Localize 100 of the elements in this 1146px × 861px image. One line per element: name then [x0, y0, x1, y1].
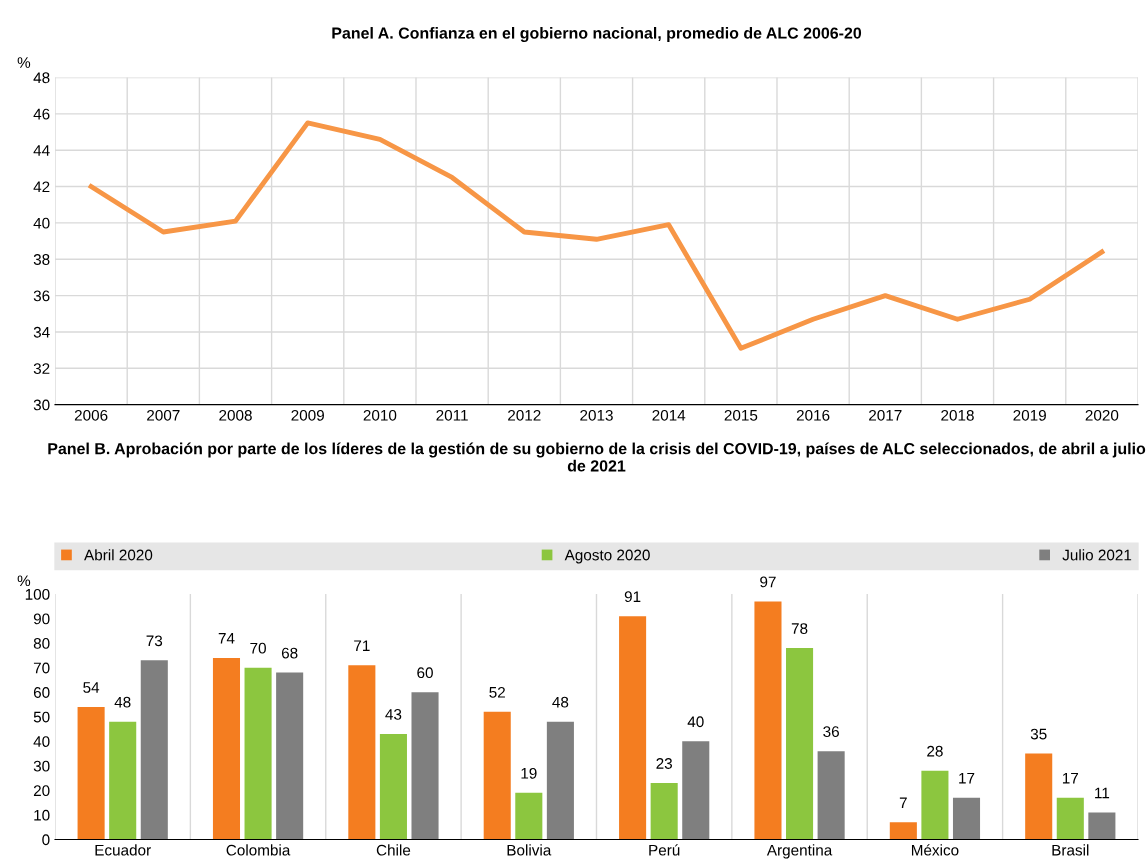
- bar: [889, 822, 917, 840]
- y-tick-label: 30: [33, 760, 50, 772]
- bar: [411, 692, 439, 840]
- line-series: [88, 120, 1105, 351]
- x-tick-label: 2015: [724, 409, 758, 421]
- bar: [379, 733, 407, 840]
- chart-title: Panel B. Aprobación por parte de los líderes de la gestión de su gobierno de la crisis del COVID-19, países de ALC seleccionados, de abril a julio de 2021: [48, 442, 1146, 472]
- data-label: 74: [218, 633, 235, 644]
- y-tick-label: 20: [33, 785, 50, 797]
- bar: [786, 648, 814, 840]
- bar: [212, 657, 241, 840]
- y-tick-label: 42: [33, 181, 50, 193]
- data-label: 36: [823, 726, 839, 738]
- data-label: 52: [489, 686, 505, 698]
- bar: [276, 672, 304, 840]
- bar: [1056, 797, 1084, 840]
- x-tick-label: 2020: [1085, 409, 1119, 421]
- y-tick-label: 100: [25, 588, 50, 600]
- y-tick-label: 36: [33, 290, 50, 302]
- x-tick-label: Ecuador: [95, 844, 151, 856]
- bar: [754, 601, 782, 840]
- legend-label: Abril 2020: [84, 549, 153, 561]
- data-label: 68: [281, 647, 298, 659]
- data-label: 48: [552, 696, 569, 708]
- x-tick-label: 2013: [580, 409, 613, 421]
- data-label: 71: [354, 640, 370, 651]
- bar: [140, 660, 168, 840]
- x-tick-label: Colombia: [226, 844, 291, 856]
- data-label: 28: [927, 745, 943, 757]
- x-tick-label: 2018: [941, 409, 974, 421]
- bar: [1088, 812, 1116, 840]
- x-tick-label: Chile: [376, 844, 411, 856]
- bar: [109, 721, 137, 840]
- x-tick-label: 2014: [652, 409, 686, 421]
- x-tick-label: 2008: [219, 409, 252, 421]
- x-tick-label: 2010: [363, 409, 397, 421]
- y-tick-label: 40: [33, 736, 50, 748]
- y-tick-label: 40: [33, 217, 50, 229]
- data-label: 19: [521, 767, 537, 779]
- data-label: 78: [791, 623, 808, 634]
- y-axis-title: %: [17, 575, 31, 587]
- bar: [817, 751, 845, 840]
- bar: [619, 616, 647, 840]
- y-tick-label: 30: [33, 399, 50, 411]
- bar: [682, 741, 710, 840]
- data-label: 17: [959, 772, 975, 784]
- legend-label: Julio 2021: [1062, 549, 1132, 561]
- x-tick-label: 2007: [147, 409, 180, 421]
- bar: [952, 797, 981, 840]
- data-label: 7: [899, 797, 907, 809]
- x-tick-label: 2019: [1013, 409, 1046, 421]
- data-label: 70: [250, 642, 266, 654]
- legend-label: Agosto 2020: [564, 549, 650, 564]
- bar: [921, 770, 949, 840]
- y-tick-label: 90: [33, 613, 50, 625]
- bar: [348, 665, 376, 840]
- y-tick-label: 50: [33, 711, 50, 723]
- y-tick-label: 48: [33, 72, 50, 84]
- bar: [515, 792, 543, 840]
- x-tick-label: 2009: [291, 409, 324, 421]
- y-tick-label: 34: [33, 326, 50, 338]
- data-label: 48: [114, 696, 131, 708]
- y-tick-label: 0: [42, 834, 50, 846]
- x-tick-label: 2011: [436, 409, 468, 421]
- bar: [244, 667, 272, 840]
- y-tick-label: 60: [33, 687, 50, 698]
- data-label: 73: [146, 635, 163, 647]
- y-axis-title: %: [17, 57, 31, 68]
- y-tick-label: 80: [33, 638, 50, 649]
- data-label: 40: [687, 716, 704, 728]
- x-tick-label: Bolivia: [507, 844, 552, 856]
- data-label: 23: [656, 758, 672, 769]
- x-tick-label: 2016: [796, 409, 830, 421]
- data-label: 97: [760, 576, 776, 588]
- x-tick-label: 2012: [508, 409, 541, 421]
- y-tick-label: 70: [33, 662, 50, 674]
- bar: [1025, 753, 1053, 840]
- y-tick-label: 32: [33, 363, 50, 374]
- bar: [546, 721, 574, 840]
- data-label: 54: [83, 682, 100, 693]
- bar: [650, 783, 678, 840]
- y-tick-label: 10: [34, 809, 50, 821]
- x-tick-label: 2006: [74, 409, 108, 421]
- x-tick-label: Brasil: [1052, 844, 1089, 856]
- x-tick-label: Perú: [649, 844, 680, 856]
- y-tick-label: 38: [33, 254, 50, 265]
- data-label: 60: [417, 667, 433, 679]
- data-label: 35: [1030, 728, 1047, 740]
- bar: [77, 706, 105, 840]
- y-tick-label: 46: [33, 108, 50, 120]
- data-label: 43: [385, 709, 402, 720]
- data-label: 17: [1062, 772, 1079, 784]
- x-tick-label: 2017: [869, 409, 902, 421]
- bar: [483, 711, 511, 840]
- data-label: 91: [624, 591, 641, 603]
- y-tick-label: 44: [33, 145, 50, 156]
- data-label: 11: [1095, 787, 1110, 799]
- x-tick-label: México: [911, 844, 959, 856]
- chart-title: Panel A. Confianza en el gobierno nacional, promedio de ALC 2006-20: [332, 27, 862, 42]
- x-tick-label: Argentina: [766, 844, 833, 859]
